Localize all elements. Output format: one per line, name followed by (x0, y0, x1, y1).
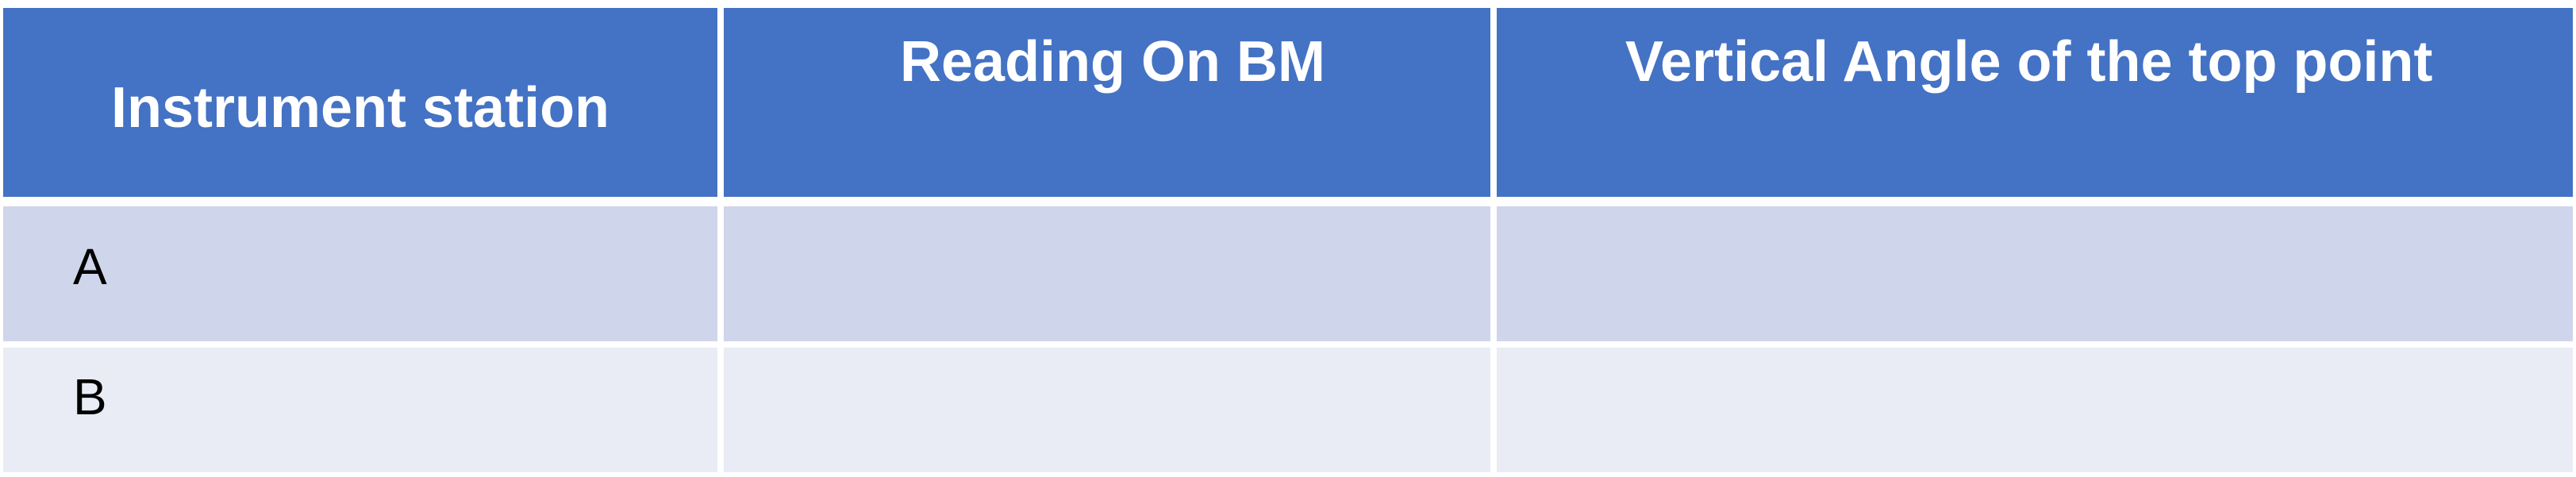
header-label-reading-on-bm: Reading On BM (900, 30, 1325, 94)
table-row-a-reading-cell (724, 206, 1490, 341)
data-table: Instrument station Reading On BM Vertica… (3, 8, 2573, 472)
station-label-a: A (73, 238, 107, 295)
header-label-instrument-station: Instrument station (111, 76, 610, 140)
header-label-vertical-angle: Vertical Angle of the top point (1625, 30, 2433, 94)
header-cell-vertical-angle: Vertical Angle of the top point (1497, 8, 2573, 197)
table-row-b-angle-cell (1497, 348, 2573, 472)
station-label-b: B (73, 368, 107, 425)
table-row-b-station-cell: B (3, 348, 717, 472)
header-cell-reading-on-bm: Reading On BM (724, 8, 1490, 197)
table-row-a-angle-cell (1497, 206, 2573, 341)
header-cell-instrument-station: Instrument station (3, 8, 717, 197)
table-row-b-reading-cell (724, 348, 1490, 472)
table-row-a-station-cell: A (3, 206, 717, 341)
